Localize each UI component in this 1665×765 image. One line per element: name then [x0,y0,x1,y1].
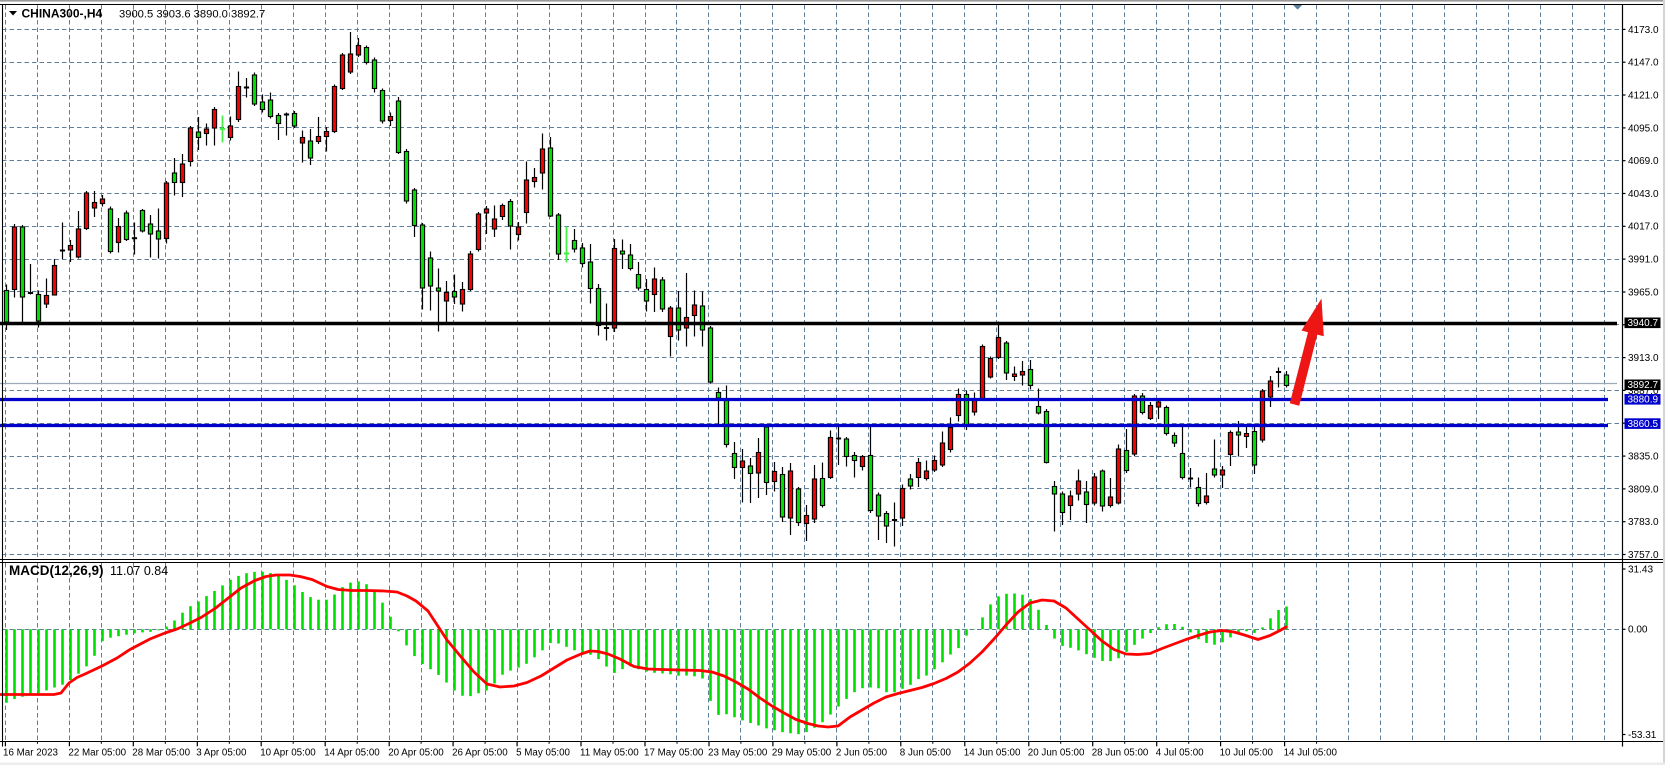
svg-text:3809.0: 3809.0 [1628,484,1659,495]
svg-text:22 Mar 05:00: 22 Mar 05:00 [68,748,126,759]
svg-text:3757.0: 3757.0 [1628,550,1659,561]
svg-text:10 Apr 05:00: 10 Apr 05:00 [260,748,316,759]
svg-text:3 Apr 05:00: 3 Apr 05:00 [196,748,247,759]
svg-text:3913.0: 3913.0 [1628,353,1659,364]
svg-text:31.43: 31.43 [1628,564,1653,575]
svg-text:14 Jul 05:00: 14 Jul 05:00 [1284,748,1338,759]
svg-text:10 Jul 05:00: 10 Jul 05:00 [1220,748,1274,759]
svg-text:16 Mar 2023: 16 Mar 2023 [3,748,59,759]
svg-text:4043.0: 4043.0 [1628,189,1659,200]
svg-text:3940.7: 3940.7 [1628,318,1659,329]
svg-text:2 Jun 05:00: 2 Jun 05:00 [836,748,888,759]
svg-text:3991.0: 3991.0 [1628,255,1659,266]
svg-text:4095.0: 4095.0 [1628,123,1659,134]
svg-text:4121.0: 4121.0 [1628,90,1659,101]
svg-text:-53.31: -53.31 [1628,730,1657,741]
svg-text:5 May 05:00: 5 May 05:00 [516,748,570,759]
svg-text:3783.0: 3783.0 [1628,517,1659,528]
svg-text:4017.0: 4017.0 [1628,222,1659,233]
svg-text:4069.0: 4069.0 [1628,156,1659,167]
svg-text:20 Jun 05:00: 20 Jun 05:00 [1028,748,1085,759]
svg-text:3892.7: 3892.7 [1628,380,1659,391]
svg-text:28 Jun 05:00: 28 Jun 05:00 [1092,748,1149,759]
svg-text:3887.0: 3887.0 [1628,386,1659,397]
svg-text:26 Apr 05:00: 26 Apr 05:00 [452,748,508,759]
svg-text:14 Apr 05:00: 14 Apr 05:00 [324,748,380,759]
svg-text:4147.0: 4147.0 [1628,58,1659,69]
svg-text:3835.0: 3835.0 [1628,452,1659,463]
svg-text:11 May 05:00: 11 May 05:00 [580,748,639,759]
svg-text:4 Jul 05:00: 4 Jul 05:00 [1156,748,1204,759]
svg-text:CHINA300-,H4: CHINA300-,H4 [22,7,103,21]
svg-text:14 Jun 05:00: 14 Jun 05:00 [964,748,1021,759]
svg-text:0.00: 0.00 [1628,625,1648,636]
svg-text:23 May 05:00: 23 May 05:00 [708,748,768,759]
svg-text:3860.5: 3860.5 [1628,419,1659,430]
svg-text:3880.9: 3880.9 [1628,395,1659,406]
svg-text:29 May 05:00: 29 May 05:00 [772,748,832,759]
svg-text:20 Apr 05:00: 20 Apr 05:00 [388,748,444,759]
svg-text:17 May 05:00: 17 May 05:00 [644,748,704,759]
svg-text:11.07 0.84: 11.07 0.84 [110,564,168,578]
svg-text:3900.5 3903.6 3890.0 3892.7: 3900.5 3903.6 3890.0 3892.7 [119,9,265,21]
svg-text:4173.0: 4173.0 [1628,25,1659,36]
svg-text:8 Jun 05:00: 8 Jun 05:00 [900,748,952,759]
svg-text:3965.0: 3965.0 [1628,287,1659,298]
svg-text:MACD(12,26,9): MACD(12,26,9) [9,563,104,578]
svg-text:28 Mar 05:00: 28 Mar 05:00 [132,748,190,759]
